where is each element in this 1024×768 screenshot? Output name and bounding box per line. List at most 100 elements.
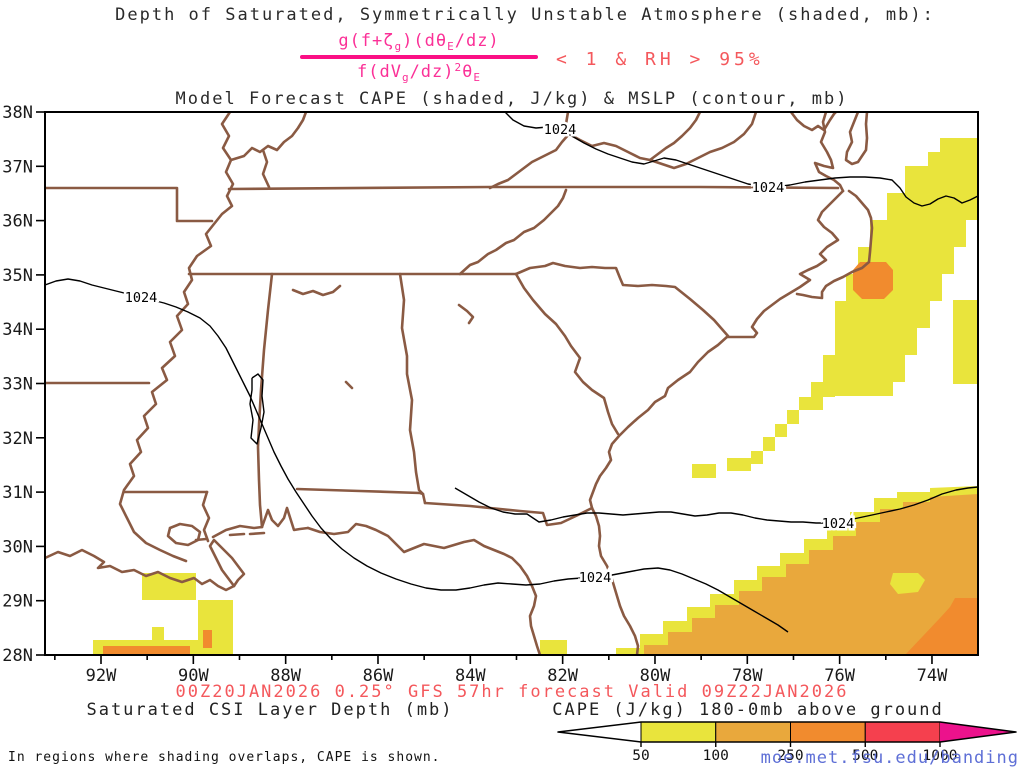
cape-shaded-region (787, 410, 799, 424)
colorbar-segment (640, 721, 717, 743)
cape-shaded-region (953, 300, 978, 384)
cape-shaded-region (203, 630, 212, 648)
lat-tick-label: 34N (2, 320, 33, 340)
lon-tick-label: 92W (86, 666, 117, 686)
state-border-line (228, 532, 246, 537)
lat-tick-label: 28N (2, 646, 33, 666)
colorbar-tick-label: 100 (703, 748, 729, 764)
state-border-line (458, 188, 568, 276)
state-border-line (201, 490, 211, 543)
mslp-contour-line (454, 486, 978, 524)
axis-labels: 38N 37N 36N 35N 34N 33N 32N 31N 30N 29N 28N 92W 90W 8… (2, 103, 948, 686)
state-border-line (229, 112, 308, 162)
lat-tick-label: 33N (2, 375, 33, 395)
state-border-line (306, 522, 542, 655)
state-border-line (45, 548, 236, 592)
lon-tick-label: 84W (455, 666, 486, 686)
formula-condition: < 1 & RH > 95% (556, 49, 764, 70)
lon-tick-label: 82W (547, 666, 578, 686)
formula-fraction-bar (300, 55, 538, 59)
cape-shaded-region (905, 598, 978, 655)
state-border-line (45, 186, 214, 223)
mslp-contours (45, 112, 978, 633)
state-border-line (457, 303, 475, 325)
cape-shaded-region (775, 424, 787, 437)
site-link[interactable]: moe.met.fsu.edu/banding (760, 748, 1019, 768)
state-border-line (248, 531, 266, 536)
csi-depth-label: Saturated CSI Layer Depth (mb) (86, 700, 454, 720)
state-border-line (261, 148, 271, 189)
cape-shaded-region (763, 437, 775, 451)
cape-shaded-region (751, 451, 763, 464)
state-border-line (423, 501, 594, 527)
page-title: Depth of Saturated, Symmetrically Unstab… (115, 5, 935, 25)
contour-value-label: 1024 (752, 180, 785, 196)
cape-shaded-region (540, 640, 567, 655)
state-border-line (813, 112, 845, 193)
colorbar-right-arrow (940, 722, 1016, 742)
state-border-line (514, 272, 620, 436)
state-border-line (260, 506, 310, 532)
colorbar-segment (864, 721, 941, 743)
lat-tick-label: 30N (2, 537, 33, 557)
state-border-line (166, 522, 202, 547)
lon-tick-label: 80W (640, 666, 671, 686)
state-border-line (208, 538, 246, 588)
cape-shaded-region (811, 383, 835, 397)
colorbar-segment (790, 721, 866, 743)
state-border-line (844, 112, 869, 166)
mslp-contour-line (249, 373, 265, 445)
mslp-contour-line (504, 112, 978, 207)
cape-shaded-region (887, 193, 978, 220)
cape-shaded-region (835, 328, 917, 355)
overlap-note: In regions where shading overlaps, CAPE … (8, 750, 441, 765)
state-border-line (194, 537, 208, 542)
cape-shaded-region (103, 646, 190, 655)
state-border-line (726, 189, 845, 339)
lat-tick-label: 37N (2, 157, 33, 177)
cape-shaded-region (799, 397, 823, 410)
cape-colorbar: 50 100 250 500 1000 (557, 721, 1017, 764)
lon-tick-label: 74W (917, 666, 948, 686)
cape-shaded-region (870, 220, 966, 247)
state-border-line (227, 185, 840, 191)
contour-value-label: 1024 (544, 122, 577, 138)
lat-tick-label: 31N (2, 483, 33, 503)
lat-tick-label: 38N (2, 103, 33, 123)
map-subtitle: Model Forecast CAPE (shaded, J/kg) & MSL… (175, 89, 849, 109)
state-border-line (789, 112, 838, 132)
colorbar-left-arrow (558, 722, 641, 742)
state-border-line (344, 380, 354, 390)
lat-tick-label: 36N (2, 212, 33, 232)
lon-tick-label: 88W (270, 666, 301, 686)
state-border-line (211, 524, 264, 539)
colorbar-tick-label: 50 (632, 748, 649, 764)
state-border-line (648, 112, 758, 170)
lat-tick-label: 35N (2, 266, 33, 286)
cape-shaded-region (835, 301, 930, 328)
state-border-line (398, 272, 425, 496)
colorbar-segment (715, 721, 791, 743)
state-border-line (567, 112, 702, 162)
state-border-line (118, 112, 235, 563)
cape-shaded-region (727, 458, 751, 471)
lon-tick-label: 76W (824, 666, 855, 686)
state-border-line (256, 272, 274, 529)
contour-value-label: 1024 (579, 570, 612, 586)
colorbar-tick-label: 1000 (923, 748, 958, 764)
lon-tick-label: 78W (732, 666, 763, 686)
mslp-contour-line (45, 278, 789, 633)
cape-shaded-region (692, 464, 716, 478)
lat-tick-label: 29N (2, 592, 33, 612)
lon-tick-label: 90W (178, 666, 209, 686)
lon-tick-label: 86W (363, 666, 394, 686)
axis-ticks (36, 111, 933, 664)
shading-regions (93, 138, 978, 655)
cape-shaded-region (905, 166, 978, 193)
cape-shaded-region (644, 494, 978, 655)
cape-shaded-region (853, 262, 893, 299)
state-border-line (588, 334, 730, 655)
state-border-line (291, 284, 342, 297)
